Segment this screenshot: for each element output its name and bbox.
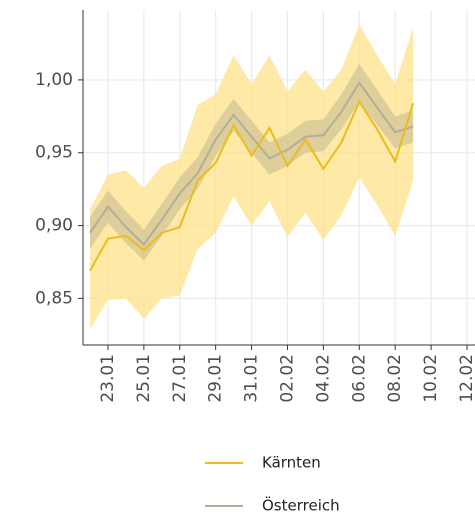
x-tick-label: 29.01 bbox=[206, 354, 226, 403]
series-line bbox=[89, 99, 415, 272]
x-tick-label: 04.02 bbox=[313, 354, 333, 403]
confidence-band bbox=[90, 63, 414, 261]
x-tick-label: 31.01 bbox=[242, 354, 262, 403]
y-tick-label: 0,95 bbox=[35, 143, 73, 163]
x-tick-label: 12.02 bbox=[457, 354, 475, 403]
x-tick-label: 23.01 bbox=[98, 354, 118, 403]
x-tick-label: 02.02 bbox=[277, 354, 297, 403]
x-tick-label: 27.01 bbox=[170, 354, 190, 403]
confidence-band bbox=[90, 24, 414, 329]
legend-label: Kärnten bbox=[262, 454, 321, 472]
x-tick-label: 10.02 bbox=[421, 354, 441, 403]
legend-label: Österreich bbox=[262, 496, 340, 515]
x-tick-label: 25.01 bbox=[134, 354, 154, 403]
x-tick-label: 08.02 bbox=[385, 354, 405, 403]
y-tick-label: 1,00 bbox=[35, 70, 73, 90]
y-tick-label: 0,85 bbox=[35, 288, 73, 308]
y-tick-label: 0,90 bbox=[35, 216, 73, 236]
x-tick-label: 06.02 bbox=[349, 354, 369, 403]
series-line bbox=[89, 81, 414, 247]
